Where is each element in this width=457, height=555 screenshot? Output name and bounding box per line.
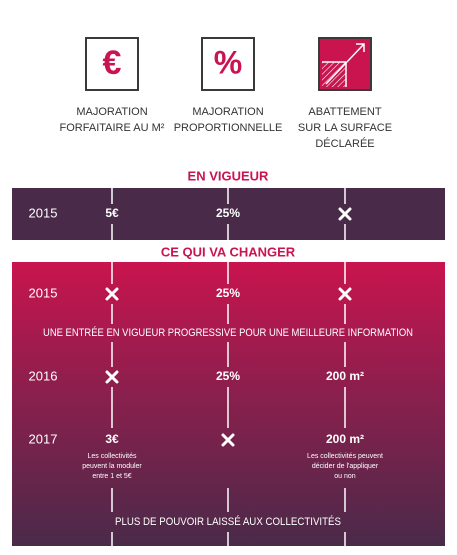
cross-icon: [105, 370, 119, 384]
cell-value: 25%: [216, 369, 240, 383]
icon-frame: [85, 37, 139, 91]
cross-stroke: [105, 287, 119, 301]
column-label: ABATTEMENT: [308, 106, 381, 118]
icon-percent: %: [214, 44, 242, 80]
cell-note: peuvent la moduler: [82, 463, 142, 470]
icon-frame: [201, 37, 255, 91]
year: 2015: [29, 205, 58, 220]
cell-value: 5€: [105, 206, 119, 220]
cross-icon: [105, 287, 119, 301]
icon-surface: [318, 37, 372, 91]
cross-icon: [338, 287, 352, 301]
cross-stroke: [221, 433, 235, 447]
column-label: PROPORTIONNELLE: [174, 122, 283, 134]
cell-note: Les collectivités: [87, 453, 137, 460]
cell-note: ou non: [334, 473, 356, 480]
cross-stroke: [338, 287, 352, 301]
cell-value: 25%: [216, 286, 240, 300]
year: 2015: [29, 285, 58, 300]
cell-note: Les collectivités peuvent: [307, 453, 383, 460]
cell-value: 200 m²: [326, 369, 364, 383]
cell-value: 3€: [105, 432, 119, 446]
cross-icon: [221, 433, 235, 447]
current-heading: EN VIGUEUR: [188, 168, 270, 183]
year: 2017: [29, 431, 58, 446]
cross-icon: [338, 207, 352, 221]
column-label: DÉCLARÉE: [315, 137, 374, 150]
column-label: MAJORATION: [76, 106, 147, 118]
changes-heading: CE QUI VA CHANGER: [161, 244, 296, 259]
cross-stroke: [338, 207, 352, 221]
changes-note: UNE ENTRÉE EN VIGUEUR PROGRESSIVE POUR U…: [43, 326, 413, 339]
year: 2016: [29, 368, 58, 383]
column-label: SUR LA SURFACE: [298, 122, 392, 134]
cross-stroke: [105, 370, 119, 384]
cell-note: entre 1 et 5€: [92, 473, 131, 480]
cell-value: 200 m²: [326, 432, 364, 446]
icon-euro: €: [103, 44, 122, 82]
cell-value: 25%: [216, 206, 240, 220]
column-label: FORFAITAIRE AU M²: [60, 122, 165, 134]
changes-footer: PLUS DE POUVOIR LAISSÉ AUX COLLECTIVITÉS: [115, 515, 341, 528]
column-label: MAJORATION: [192, 106, 263, 118]
cell-note: décider de l'appliquer: [312, 463, 379, 470]
